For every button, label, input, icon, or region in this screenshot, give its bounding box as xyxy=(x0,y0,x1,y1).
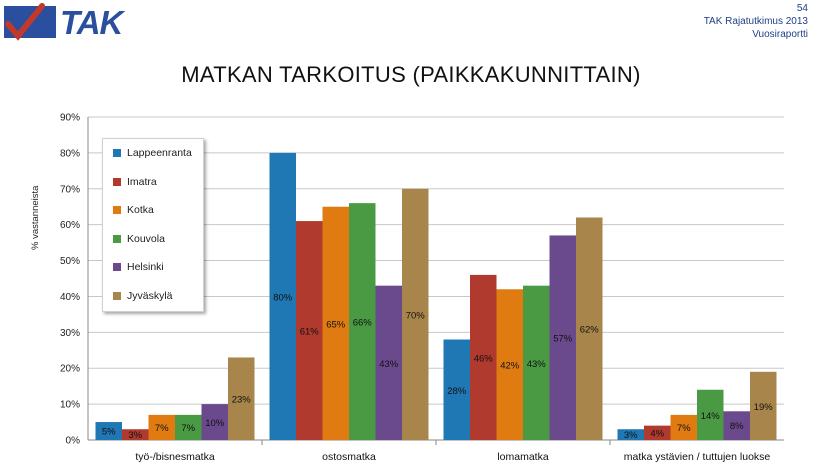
legend-label: Lappeenranta xyxy=(127,147,192,159)
data-label: 3% xyxy=(128,430,142,441)
x-tick-label: työ-/bisnesmatka xyxy=(135,451,215,463)
data-label: 66% xyxy=(353,318,373,329)
data-label: 3% xyxy=(624,430,638,441)
chart-title: MATKAN TARKOITUS (PAIKKAKUNNITTAIN) xyxy=(181,62,641,87)
bar xyxy=(697,389,724,440)
report-subtitle: Vuosiraportti xyxy=(752,29,808,40)
y-tick-label: 70% xyxy=(60,184,80,195)
data-label: 4% xyxy=(650,428,664,439)
bar xyxy=(95,422,122,440)
legend-label: Kotka xyxy=(127,204,154,216)
y-tick-label: 30% xyxy=(60,328,80,339)
legend-swatch xyxy=(113,177,121,186)
tak-logo: TAK xyxy=(2,2,142,42)
y-axis-label: % vastanneista xyxy=(30,185,41,250)
data-label: 10% xyxy=(205,418,225,429)
bar xyxy=(201,404,228,440)
data-label: 65% xyxy=(326,319,346,330)
y-tick-label: 80% xyxy=(60,148,80,159)
bar xyxy=(723,411,750,440)
y-tick-label: 0% xyxy=(66,436,81,447)
bar xyxy=(576,217,603,440)
header: TAK 54 TAK Rajatutkimus 2013 Vuosiraport… xyxy=(0,0,822,48)
x-tick-label: matka ystävien / tuttujen luokse xyxy=(624,451,771,463)
data-label: 7% xyxy=(677,423,691,434)
data-label: 62% xyxy=(580,325,600,336)
legend-swatch xyxy=(113,206,121,214)
bar xyxy=(496,289,523,440)
legend-label: Helsinki xyxy=(127,261,164,273)
bar xyxy=(322,206,349,440)
data-label: 19% xyxy=(754,402,774,413)
bar xyxy=(470,274,497,440)
bar xyxy=(644,425,671,440)
data-label: 80% xyxy=(273,292,293,303)
bar xyxy=(402,188,429,440)
data-label: 57% xyxy=(553,334,573,345)
y-tick-label: 20% xyxy=(60,364,80,375)
page-number: 54 xyxy=(796,3,808,14)
checkmark-logo-icon xyxy=(4,3,56,41)
data-label: 70% xyxy=(406,310,426,321)
data-label: 7% xyxy=(181,423,195,434)
data-label: 23% xyxy=(232,395,252,406)
y-tick-label: 50% xyxy=(60,256,80,267)
data-label: 43% xyxy=(379,359,399,370)
bar xyxy=(443,339,470,440)
bar xyxy=(175,414,202,440)
bar xyxy=(296,221,323,440)
bar xyxy=(549,235,576,440)
legend-swatch xyxy=(113,149,121,157)
data-label: 61% xyxy=(300,327,320,338)
bar xyxy=(375,285,402,440)
report-title: TAK Rajatutkimus 2013 xyxy=(703,16,808,27)
data-label: 46% xyxy=(474,353,494,364)
data-label: 7% xyxy=(155,423,169,434)
bar xyxy=(228,357,255,440)
data-label: 14% xyxy=(701,411,721,422)
bar xyxy=(148,414,175,440)
chart-legend: Lappeenranta Imatra Kotka Kouvola Helsinki Jy… xyxy=(102,138,204,312)
x-tick-label: ostosmatka xyxy=(322,451,376,463)
report-meta: 54 TAK Rajatutkimus 2013 Vuosiraportti xyxy=(704,2,808,41)
bar xyxy=(750,371,777,440)
legend-label: Kouvola xyxy=(127,232,165,245)
y-tick-label: 40% xyxy=(60,292,80,303)
y-tick-label: 10% xyxy=(60,400,80,411)
data-label: 8% xyxy=(730,421,744,432)
x-tick-label: lomamatka xyxy=(497,451,549,463)
legend-swatch xyxy=(113,263,121,271)
bar xyxy=(670,414,697,440)
bar xyxy=(523,285,550,440)
logo-text: TAK xyxy=(60,4,123,41)
data-label: 42% xyxy=(500,361,520,372)
data-label: 5% xyxy=(102,427,116,438)
bar xyxy=(617,429,644,440)
legend-swatch xyxy=(113,234,121,243)
data-label: 43% xyxy=(527,359,547,370)
y-tick-label: 90% xyxy=(60,113,80,124)
bar xyxy=(269,152,296,440)
bar xyxy=(122,429,149,440)
y-tick-label: 60% xyxy=(60,220,80,231)
legend-label: Imatra xyxy=(127,175,157,188)
legend-label: Jyväskylä xyxy=(127,289,173,302)
legend-swatch xyxy=(113,291,121,300)
bar xyxy=(349,203,376,440)
data-label: 28% xyxy=(447,386,467,397)
